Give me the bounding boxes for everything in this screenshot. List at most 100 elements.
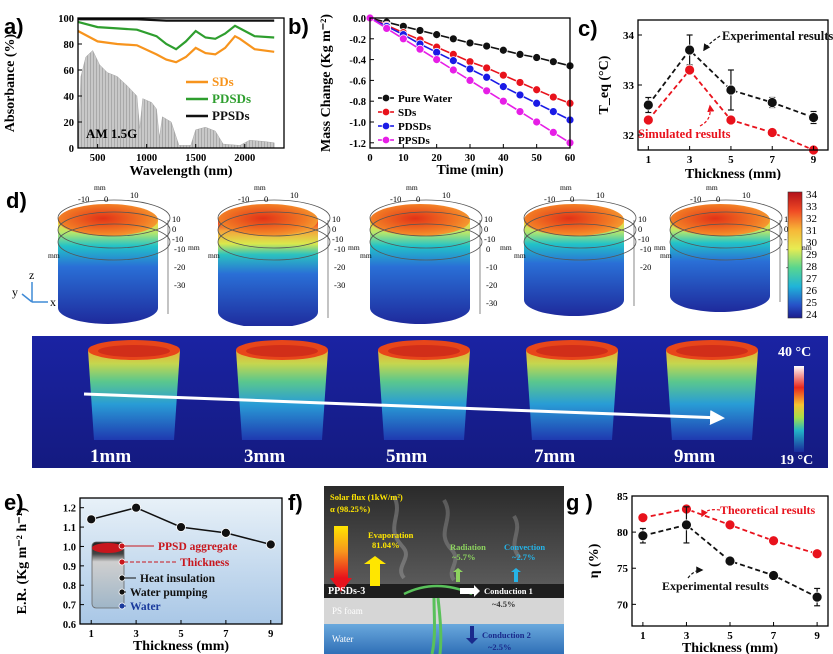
grid-ring bbox=[217, 199, 331, 237]
x-tick-label: 0 bbox=[367, 153, 372, 164]
data-point bbox=[498, 70, 508, 80]
axis-z-label: z bbox=[29, 268, 34, 282]
colorbar-tick-label: 32 bbox=[806, 213, 817, 225]
ir-beaker bbox=[378, 340, 470, 440]
legend-label: PDSDs bbox=[398, 121, 432, 133]
exp-arrow bbox=[703, 35, 721, 52]
cylinder-body bbox=[58, 220, 158, 324]
y-tick-label: 1.0 bbox=[63, 542, 76, 553]
y-tick-label: 20 bbox=[64, 118, 75, 129]
data-point bbox=[811, 548, 823, 560]
grid-ring bbox=[523, 211, 637, 249]
trend-arrow bbox=[83, 392, 725, 426]
data-point bbox=[448, 56, 458, 66]
unit-label: mm bbox=[348, 243, 360, 252]
data-point bbox=[684, 44, 696, 56]
data-point bbox=[532, 98, 542, 108]
colorbar-tick-label: 29 bbox=[806, 249, 818, 261]
y-tick-label: 0 bbox=[484, 224, 488, 234]
y-tick-label: 75 bbox=[617, 563, 629, 575]
y-tick-label: -10 bbox=[638, 234, 649, 244]
thickness-label: 9mm bbox=[674, 446, 715, 467]
x-tick-label: 9 bbox=[268, 629, 273, 640]
x-tick-label: 1 bbox=[646, 154, 652, 166]
thickness-label: 5mm bbox=[386, 446, 427, 467]
y-tick-label: 0.0 bbox=[353, 14, 366, 25]
series-line-ppsds bbox=[78, 18, 275, 22]
data-point bbox=[131, 502, 142, 513]
rad-arrow bbox=[453, 568, 463, 582]
data-point bbox=[398, 34, 408, 44]
x-tick-label: 5 bbox=[178, 629, 183, 640]
cond2-arrow bbox=[466, 626, 478, 644]
data-point bbox=[448, 34, 458, 44]
rad-value: ~5.7% bbox=[452, 552, 476, 562]
y-tick-label: 80 bbox=[617, 527, 629, 539]
data-point bbox=[498, 45, 508, 55]
y-tick-label: 0 bbox=[69, 144, 74, 155]
x-tick-label: 7 bbox=[223, 629, 228, 640]
data-point bbox=[448, 65, 458, 75]
y-tick-label: 10 bbox=[638, 214, 647, 224]
x-tick-label: 1500 bbox=[185, 153, 206, 164]
panel-label-f: f) bbox=[288, 490, 303, 515]
data-point bbox=[684, 64, 696, 76]
data-point bbox=[724, 555, 736, 567]
data-point bbox=[642, 114, 654, 126]
unit-label: mm bbox=[208, 251, 220, 260]
ir-beaker bbox=[666, 340, 758, 440]
legend-pdsds: PDSDs bbox=[212, 91, 251, 106]
y-tick-label: 0 bbox=[638, 224, 642, 234]
x-axis-label: Thickness (mm) bbox=[133, 639, 229, 654]
unit-label: mm bbox=[94, 186, 106, 192]
grid-ring bbox=[369, 211, 483, 249]
legend-sds: SDs bbox=[212, 74, 234, 89]
y-tick-label: 0 bbox=[172, 224, 176, 234]
panel-label-c: c) bbox=[578, 16, 598, 41]
x-tick-label: 10 bbox=[742, 190, 751, 200]
y-tick-label: 10 bbox=[172, 214, 181, 224]
series-line-sds bbox=[77, 30, 275, 64]
grid-ring bbox=[523, 223, 637, 261]
colorbar-tick-label: 25 bbox=[806, 297, 818, 309]
x-tick-label: 10 bbox=[596, 190, 605, 200]
x-tick-label: 0 bbox=[570, 194, 574, 204]
grid-ring bbox=[217, 223, 331, 261]
cylinder-top bbox=[370, 204, 470, 236]
axis-y-label: y bbox=[12, 285, 18, 299]
data-point bbox=[724, 519, 736, 531]
y-tick-label: 100 bbox=[58, 14, 74, 25]
cylinder-body bbox=[524, 220, 624, 316]
colorbar-tick-label: 27 bbox=[806, 273, 818, 285]
colorbar-tick-label: 34 bbox=[806, 189, 818, 201]
data-point bbox=[768, 535, 779, 547]
x-tick-label: 60 bbox=[565, 153, 576, 164]
exp-results-label-g: Experimental results bbox=[662, 579, 769, 593]
y-tick-label: 0 bbox=[332, 224, 336, 234]
z-tick-label: -10 bbox=[486, 262, 497, 272]
cylinder-top bbox=[524, 204, 624, 236]
series-line bbox=[642, 523, 818, 598]
cylinder-top bbox=[218, 204, 318, 236]
x-tick-label: 10 bbox=[442, 190, 451, 200]
beaker-body bbox=[666, 350, 758, 440]
grid-ring bbox=[57, 211, 171, 249]
ir-thermal-image: 40 °C 19 °C 1mm 3mm 5mm 7mm 9mm bbox=[32, 336, 828, 468]
chart-c: 1 3 5 7 9 32 33 34 Thickness (mm) T_eq (°C) Exper… bbox=[597, 19, 833, 180]
y-tick-label: -0.4 bbox=[349, 56, 366, 67]
conv-label: Convection bbox=[504, 542, 545, 552]
y-tick-label: 10 bbox=[332, 214, 341, 224]
solar-flux-label: Solar flux (1kW/m²) bbox=[330, 492, 403, 502]
ir-beaker bbox=[88, 340, 180, 440]
data-point bbox=[532, 117, 542, 127]
y-tick-label: -10 bbox=[484, 234, 495, 244]
ir-colorbar bbox=[794, 366, 804, 452]
theo-arrow bbox=[701, 509, 721, 518]
energy-balance-diagram-f: Solar flux (1kW/m²) α (98.25%) Evaporati… bbox=[324, 486, 564, 654]
unit-label: mm bbox=[360, 251, 372, 260]
grid-ring bbox=[369, 199, 483, 237]
chart-g: 1 3 5 7 9 70 75 80 85 Thickness (mm) η (%) Theoret… bbox=[587, 491, 829, 654]
